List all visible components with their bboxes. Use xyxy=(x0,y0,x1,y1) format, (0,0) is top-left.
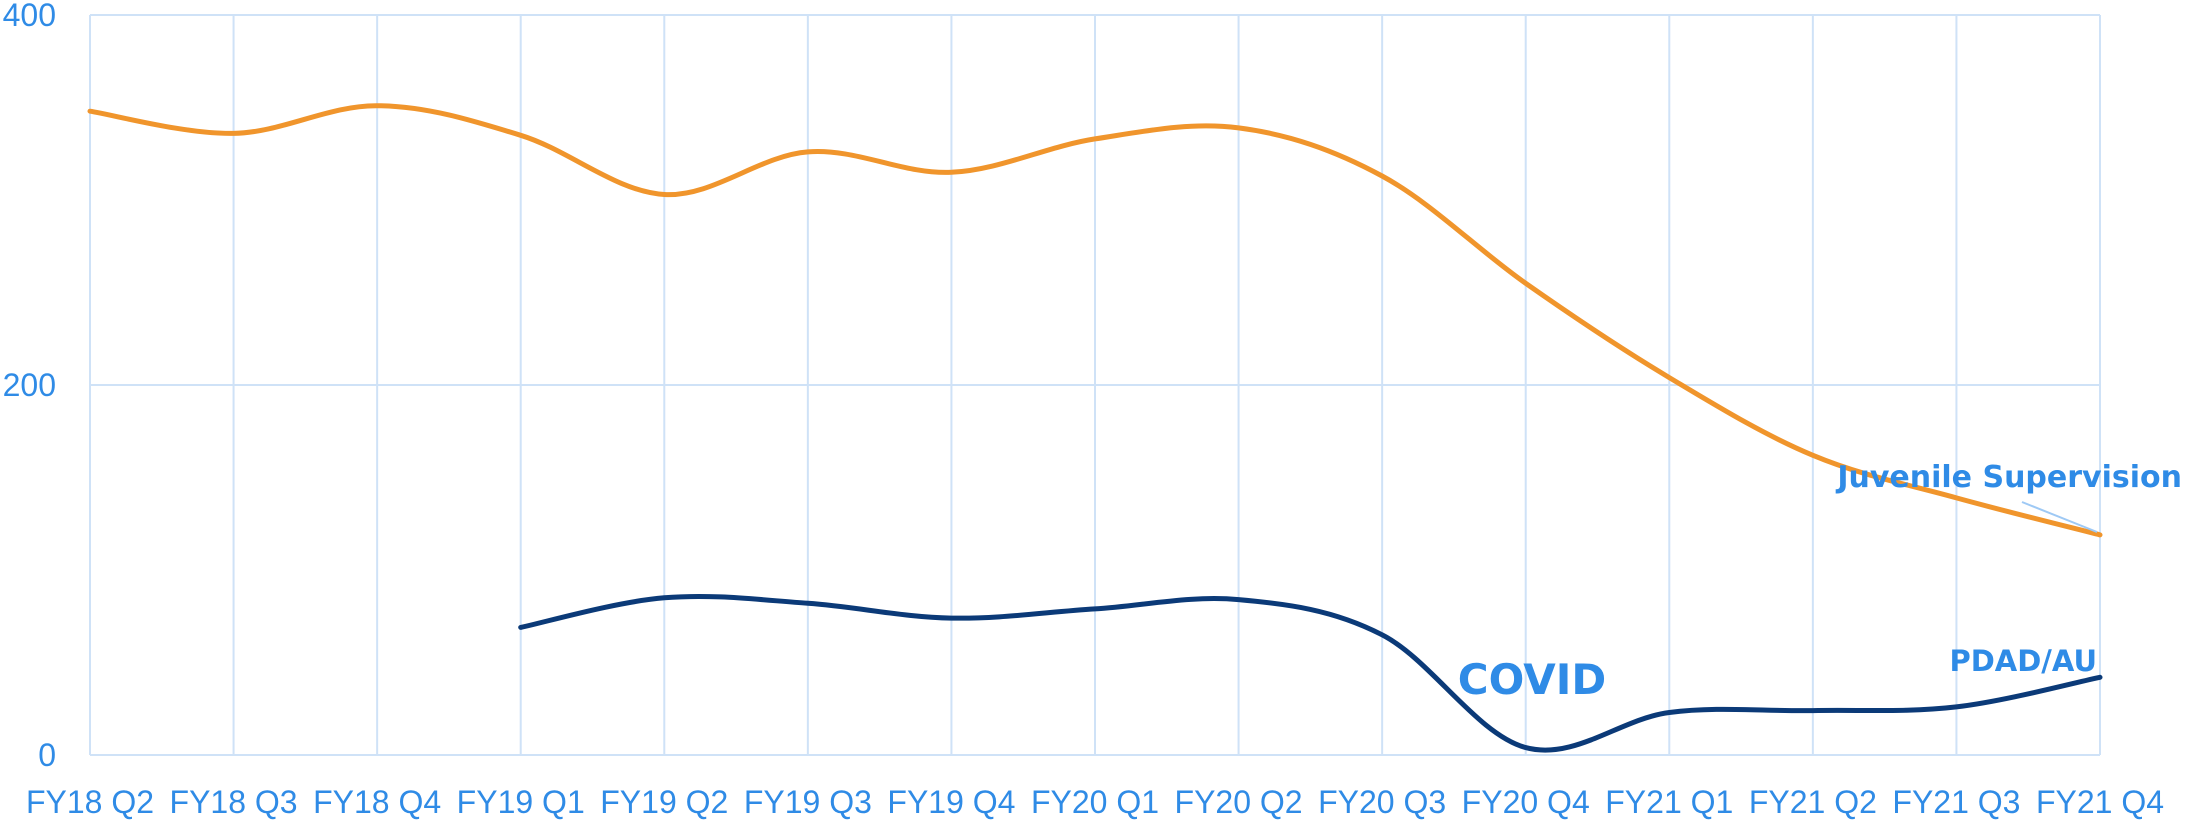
x-tick-label: FY18 Q2 xyxy=(26,784,154,820)
x-tick-label: FY19 Q3 xyxy=(744,784,872,820)
grid xyxy=(89,14,2101,756)
x-tick-label: FY21 Q1 xyxy=(1605,784,1733,820)
y-tick-label: 200 xyxy=(3,367,56,403)
x-tick-label: FY20 Q3 xyxy=(1318,784,1446,820)
series-label-pdad-au: PDAD/AU xyxy=(1949,644,2097,678)
x-tick-label: FY21 Q3 xyxy=(1892,784,2020,820)
x-tick-label: FY18 Q3 xyxy=(170,784,298,820)
x-tick-label: FY21 Q2 xyxy=(1749,784,1877,820)
juvenile-label-leader-line xyxy=(2021,501,2098,533)
covid-annotation: COVID xyxy=(1458,655,1606,704)
x-tick-label: FY19 Q4 xyxy=(887,784,1015,820)
x-tick-label: FY19 Q1 xyxy=(457,784,585,820)
x-tick-label: FY20 Q1 xyxy=(1031,784,1159,820)
series-label-juvenile-supervision: Juvenile Supervision xyxy=(1835,460,2182,495)
series-lines xyxy=(87,103,2103,753)
x-tick-label: FY19 Q2 xyxy=(600,784,728,820)
series-line-pdad-au xyxy=(518,593,2103,753)
series-line-juvenile-supervision xyxy=(87,103,2103,538)
y-axis-ticks: 0 200 400 xyxy=(3,0,56,773)
x-tick-label: FY21 Q4 xyxy=(2036,784,2164,820)
x-tick-label: FY18 Q4 xyxy=(313,784,441,820)
x-axis-ticks: FY18 Q2 FY18 Q3 FY18 Q4 FY19 Q1 FY19 Q2 FY19 … xyxy=(26,784,2164,820)
x-tick-label: FY20 Q2 xyxy=(1175,784,1303,820)
y-tick-label: 0 xyxy=(38,737,56,773)
x-tick-label: FY20 Q4 xyxy=(1462,784,1590,820)
y-tick-label: 400 xyxy=(3,0,56,33)
